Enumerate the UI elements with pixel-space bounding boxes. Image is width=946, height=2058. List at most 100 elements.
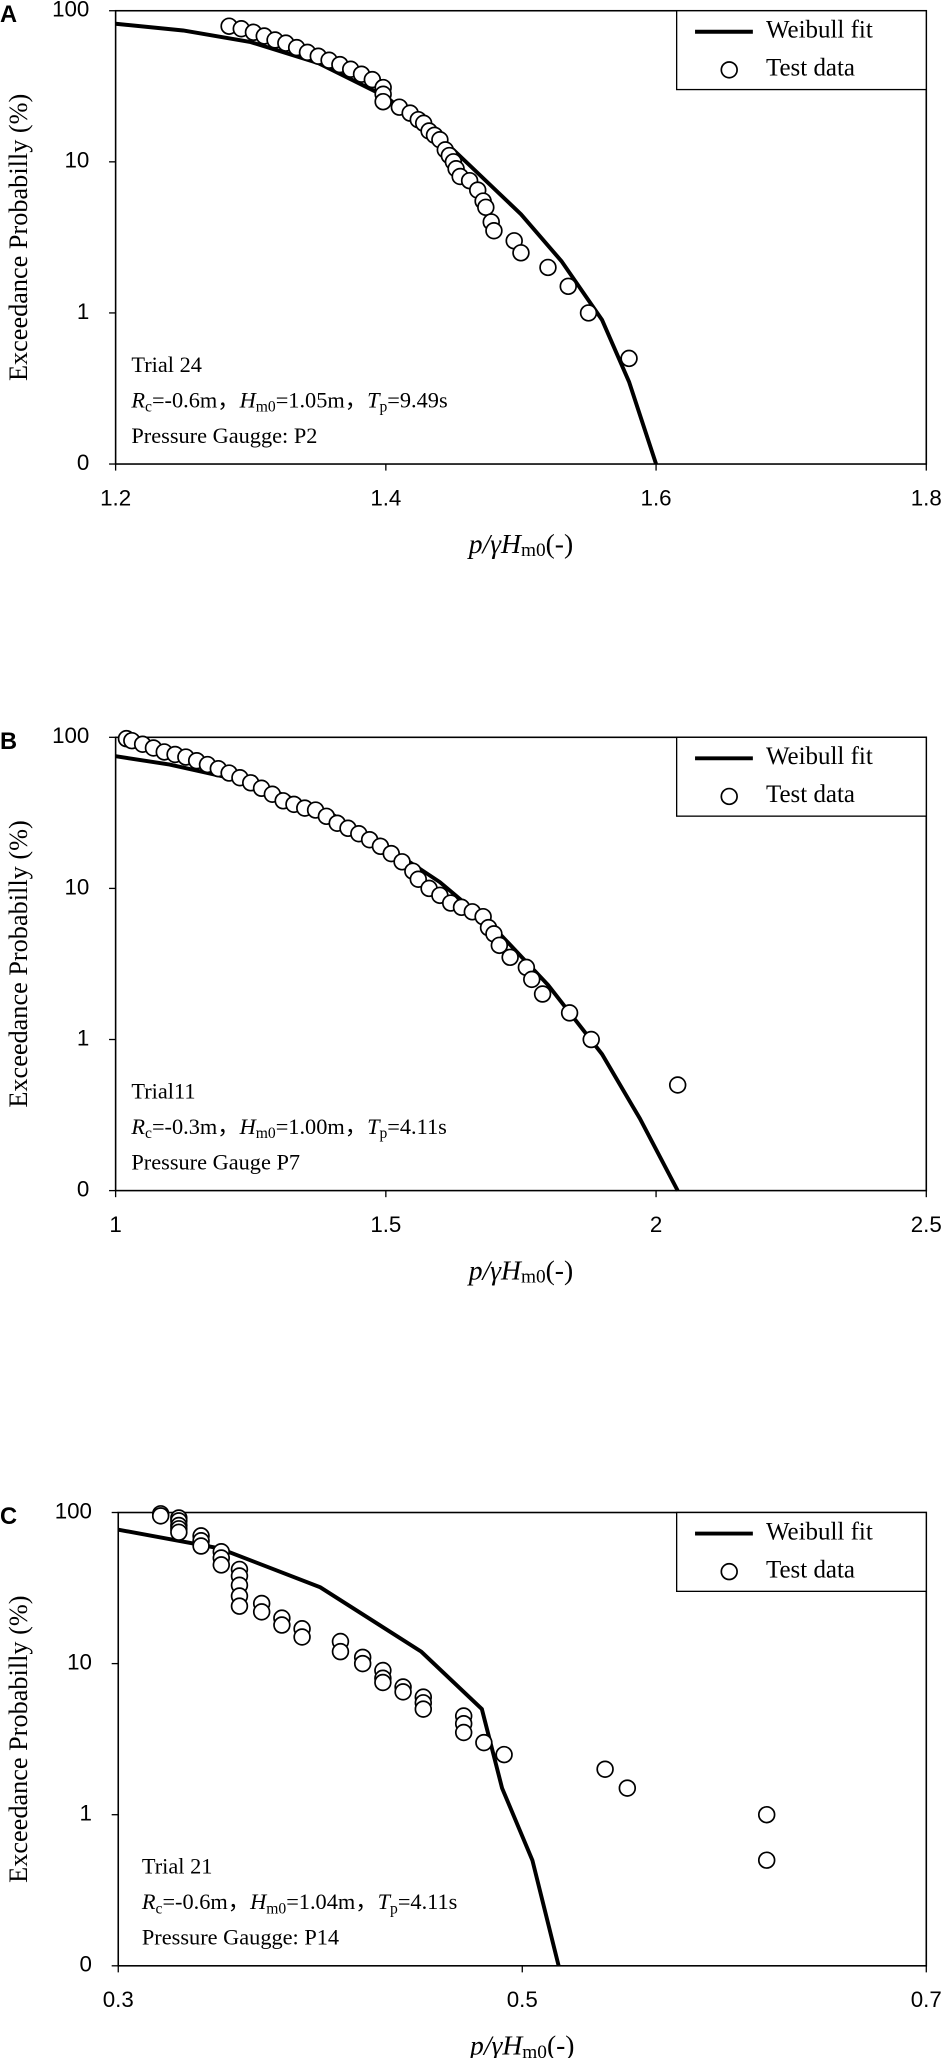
text-segment: =-0.6m， <box>152 387 240 412</box>
x-axis-label: p/γHm0(-) <box>468 2030 574 2058</box>
data-point <box>596 1760 614 1778</box>
text-segment: H <box>239 1114 258 1139</box>
x-tick-label: 0.5 <box>507 1987 538 2012</box>
annotation: Pressure Gaugge: P14 <box>142 1925 339 1950</box>
data-point <box>501 948 519 967</box>
text-segment: =-0.3m， <box>152 1114 240 1139</box>
data-point <box>454 1723 473 1742</box>
text-segment: m0 <box>256 1125 276 1142</box>
text-segment: H <box>239 387 258 412</box>
y-tick-label: 0 <box>80 1952 92 1977</box>
data-point <box>273 1616 291 1634</box>
annotation: Trial 21 <box>142 1854 213 1879</box>
annotation: Rc=-0.6m，Hm0=1.05m，Tp=9.49s <box>130 387 447 415</box>
data-point <box>394 1683 412 1701</box>
x-tick-label: 1.6 <box>641 485 672 510</box>
data-point <box>477 198 495 217</box>
text-segment: m0 <box>521 1267 546 1288</box>
data-point <box>252 1603 271 1621</box>
text-segment: m0 <box>521 540 546 561</box>
text-segment: p/γH <box>467 1255 523 1286</box>
text-segment: =9.49s <box>387 387 447 412</box>
data-point <box>414 1700 433 1718</box>
legend-label: Test data <box>766 55 855 82</box>
data-point <box>512 244 530 262</box>
chart: C 0 1 10 100 0.3 0.5 0.7 Exceedance Probabilly (… <box>0 1498 942 2058</box>
text-segment: T <box>367 387 381 412</box>
chart: A 0 1 10 100 1.2 1.4 1.6 1.8 Exceedance Probabill… <box>0 0 942 561</box>
panel-label: A <box>0 2 17 28</box>
text-segment: R <box>130 387 145 412</box>
data-point <box>582 1030 600 1049</box>
text-segment: (-) <box>546 1255 574 1286</box>
text-segment: p/γH <box>467 528 523 559</box>
x-tick-label: 2 <box>650 1212 662 1237</box>
plot-frame <box>114 736 928 1192</box>
legend-box <box>675 1511 927 1593</box>
data-point <box>485 221 503 240</box>
text-segment: c <box>145 398 152 415</box>
text-segment: =4.11s <box>398 1889 458 1914</box>
text-segment: R <box>130 1114 145 1139</box>
data-point <box>353 1654 372 1673</box>
legend-box <box>675 736 927 817</box>
x-tick-label: 1.2 <box>100 485 131 510</box>
legend-label: Weibull fit <box>766 16 873 43</box>
y-tick-label: 1 <box>77 299 89 324</box>
data-point <box>192 1537 210 1555</box>
legend-swatch <box>720 787 738 806</box>
text-segment: =-0.6m， <box>162 1889 250 1914</box>
legend-box <box>675 10 927 91</box>
y-tick-label: 10 <box>65 148 90 173</box>
annotation: Trial11 <box>131 1079 195 1104</box>
data-point <box>230 1597 249 1615</box>
x-tick-label: 2.5 <box>911 1212 942 1237</box>
data-point <box>559 277 577 296</box>
y-tick-label: 100 <box>55 1498 92 1523</box>
text-segment: =1.04m， <box>286 1889 377 1914</box>
data-point <box>579 304 598 322</box>
text-segment: p <box>379 398 387 415</box>
text-segment: R <box>141 1889 156 1914</box>
data-point <box>539 258 557 277</box>
x-tick-label: 1.4 <box>370 485 401 510</box>
annotation: Trial 24 <box>131 352 202 377</box>
text-segment: (-) <box>547 2030 575 2058</box>
data-point <box>393 853 411 871</box>
data-point <box>490 936 509 955</box>
text-segment: T <box>367 1114 381 1139</box>
panel-label: C <box>0 1504 17 1530</box>
y-tick-label: 0 <box>77 1177 89 1202</box>
data-point <box>620 349 638 368</box>
annotation: Pressure Gauge P7 <box>131 1149 300 1174</box>
data-point <box>757 1805 776 1824</box>
y-axis-label: Exceedance Probabilly (%) <box>4 1595 33 1882</box>
x-tick-label: 1 <box>109 1212 121 1237</box>
data-point <box>560 1004 579 1022</box>
x-tick-label: 1.8 <box>911 485 942 510</box>
data-point <box>293 1628 311 1646</box>
x-tick-label: 1.5 <box>370 1212 401 1237</box>
y-tick-label: 1 <box>80 1801 92 1826</box>
x-tick-label: 0.3 <box>103 1987 134 2012</box>
text-segment: p/γH <box>468 2030 524 2058</box>
annotation: Rc=-0.3m，Hm0=1.00m，Tp=4.11s <box>130 1114 446 1142</box>
data-point <box>374 92 392 111</box>
text-segment: H <box>249 1889 268 1914</box>
text-segment: =1.05m， <box>276 387 367 412</box>
y-tick-label: 100 <box>52 723 89 748</box>
text-segment: T <box>378 1889 392 1914</box>
x-axis-label: p/γHm0(-) <box>467 1255 573 1288</box>
data-point <box>523 970 541 989</box>
y-tick-label: 0 <box>77 450 89 475</box>
text-segment: m0 <box>266 1900 286 1917</box>
text-segment: p <box>390 1900 398 1917</box>
data-point <box>757 1851 776 1869</box>
data-point <box>374 1673 392 1692</box>
text-segment: m0 <box>256 398 276 415</box>
data-point <box>151 1507 170 1525</box>
y-tick-label: 1 <box>77 1025 89 1050</box>
legend-label: Weibull fit <box>766 743 873 770</box>
